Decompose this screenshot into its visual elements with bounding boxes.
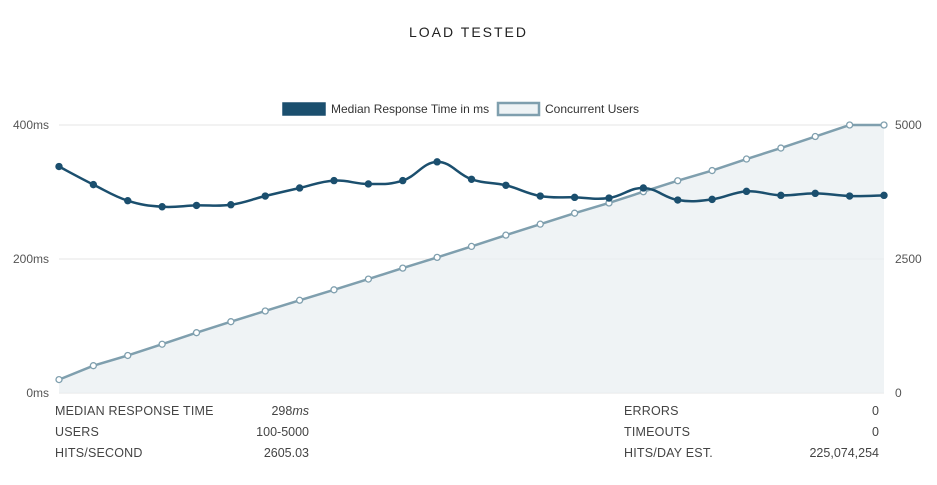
concurrent-users-point <box>227 318 235 326</box>
concurrent-users-point <box>570 209 579 217</box>
stat-unit: ms <box>292 404 309 418</box>
median-response-point <box>605 194 613 202</box>
stat-value: 2605.03 <box>263 446 309 460</box>
median-response-point <box>261 192 269 200</box>
median-response-point <box>55 162 63 171</box>
median-response-point <box>364 180 373 188</box>
median-response-point <box>536 192 544 200</box>
concurrent-users-point <box>467 242 476 251</box>
stat-number: 298 <box>271 404 293 418</box>
legend-swatch-median-response <box>282 102 326 116</box>
series-layer <box>55 121 888 393</box>
concurrent-users-point <box>674 177 682 185</box>
concurrent-users-area <box>59 125 884 393</box>
median-response-point <box>845 192 854 200</box>
legend-swatch-concurrent-users <box>496 101 541 117</box>
concurrent-users-point <box>708 166 716 175</box>
right-axis: 0 2500 5000 <box>895 118 922 400</box>
stat-label: TIMEOUTS <box>624 425 691 439</box>
concurrent-users-point <box>124 351 132 360</box>
stat-value: 298ms <box>271 401 309 422</box>
concurrent-users-point <box>433 253 441 262</box>
median-response-point <box>811 189 819 198</box>
y-right-tick-label: 5000 <box>895 118 922 132</box>
stat-value: 0 <box>872 404 879 418</box>
y-right-tick-label: 0 <box>895 386 902 400</box>
stat-errors: ERRORS 0 <box>624 401 879 422</box>
stat-hits-second: HITS/SECOND 2605.03 <box>55 443 309 464</box>
concurrent-users-point <box>777 144 785 152</box>
concurrent-users-point <box>742 155 751 163</box>
concurrent-users-point <box>502 231 510 239</box>
concurrent-users-point <box>364 275 373 283</box>
median-response-point <box>674 196 682 204</box>
stat-value: 225,074,254 <box>809 446 879 460</box>
y-left-tick-label: 0ms <box>26 386 49 400</box>
concurrent-users-point <box>330 286 338 294</box>
concurrent-users-point <box>89 362 98 370</box>
median-response-point <box>399 176 407 185</box>
concurrent-users-point <box>158 340 166 348</box>
median-response-point <box>227 201 235 209</box>
y-left-tick-label: 400ms <box>13 118 49 132</box>
median-response-point <box>742 187 751 196</box>
concurrent-users-point <box>192 329 201 337</box>
median-response-point <box>708 195 716 204</box>
concurrent-users-point <box>295 296 304 304</box>
concurrent-users-point <box>55 375 63 384</box>
median-response-point <box>880 191 888 200</box>
median-response-point <box>124 197 132 205</box>
y-right-tick-label: 2500 <box>895 252 922 266</box>
median-response-point <box>330 176 338 185</box>
chart-title: LOAD TESTED <box>409 24 528 40</box>
stat-users: USERS 100-5000 <box>55 422 309 443</box>
stat-timeouts: TIMEOUTS 0 <box>624 422 879 443</box>
y-left-tick-label: 200ms <box>13 252 49 266</box>
stat-value: 0 <box>872 425 879 439</box>
stat-label: USERS <box>55 425 100 439</box>
concurrent-users-point <box>811 132 819 141</box>
median-response-point <box>433 158 441 166</box>
stats-left: MEDIAN RESPONSE TIME 298ms USERS 100-500… <box>55 401 309 464</box>
stats-right: ERRORS 0 TIMEOUTS 0 HITS/DAY EST. 225,07… <box>624 401 879 464</box>
median-response-point <box>639 184 648 192</box>
stat-label: ERRORS <box>624 404 679 418</box>
concurrent-users-point <box>536 220 544 228</box>
median-response-point <box>502 181 510 190</box>
stat-label: HITS/SECOND <box>55 446 143 460</box>
median-response-point <box>192 201 201 210</box>
median-response-point <box>295 184 304 192</box>
concurrent-users-point <box>845 121 854 129</box>
concurrent-users-point <box>261 307 269 315</box>
left-axis: 0ms 200ms 400ms <box>13 118 49 400</box>
stat-value: 100-5000 <box>256 425 309 439</box>
stat-label: MEDIAN RESPONSE TIME <box>55 404 214 418</box>
stat-median-response-time: MEDIAN RESPONSE TIME 298ms <box>55 401 309 422</box>
median-response-point <box>570 193 579 202</box>
median-response-point <box>777 191 785 200</box>
median-response-point <box>89 180 98 189</box>
legend: Median Response Time in ms Concurrent Use… <box>282 101 639 117</box>
stat-hits-day: HITS/DAY EST. 225,074,254 <box>624 443 879 464</box>
stat-label: HITS/DAY EST. <box>624 446 713 460</box>
legend-label-concurrent-users: Concurrent Users <box>545 102 639 116</box>
concurrent-users-point <box>880 121 888 129</box>
concurrent-users-point <box>399 264 407 272</box>
median-response-point <box>467 175 476 183</box>
median-response-point <box>158 203 166 211</box>
legend-label-median-response: Median Response Time in ms <box>331 102 489 116</box>
load-test-chart: Median Response Time in ms Concurrent Use… <box>13 101 922 400</box>
